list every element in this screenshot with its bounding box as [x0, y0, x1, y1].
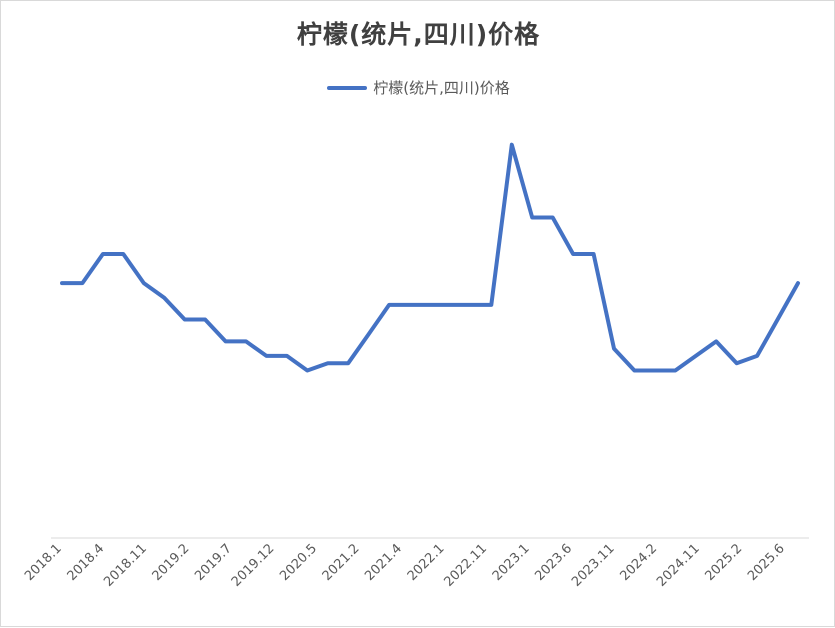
x-tick-label: 2021.2 — [320, 541, 363, 584]
x-tick-label: 2025.2 — [703, 541, 746, 584]
x-tick-label: 2019.12 — [229, 541, 278, 590]
x-tick-label: 2018.11 — [101, 541, 150, 590]
x-tick-label: 2023.6 — [532, 541, 575, 584]
legend-label: 柠檬(统片,四川)价格 — [373, 79, 510, 97]
x-tick-label: 2024.2 — [617, 541, 660, 584]
x-tick-label: 2018.1 — [22, 541, 65, 584]
x-tick-label: 2024.11 — [654, 541, 703, 590]
x-tick-label: 2022.11 — [441, 541, 490, 590]
x-tick-label: 2022.1 — [405, 541, 448, 584]
x-tick-label: 2019.7 — [192, 541, 235, 584]
x-tick-label: 2021.4 — [362, 541, 405, 584]
x-tick-label: 2023.1 — [490, 541, 533, 584]
x-tick-label: 2019.2 — [150, 541, 193, 584]
legend-swatch — [327, 85, 368, 90]
series-line — [60, 142, 800, 373]
x-tick-label: 2018.4 — [65, 541, 108, 584]
x-tick-label: 2025.6 — [745, 541, 788, 584]
legend: 柠檬(统片,四川)价格 — [1, 77, 835, 98]
x-tick-label: 2020.5 — [277, 541, 320, 584]
x-tick-label: 2023.11 — [569, 541, 618, 590]
chart-title: 柠檬(统片,四川)价格 — [296, 20, 541, 49]
